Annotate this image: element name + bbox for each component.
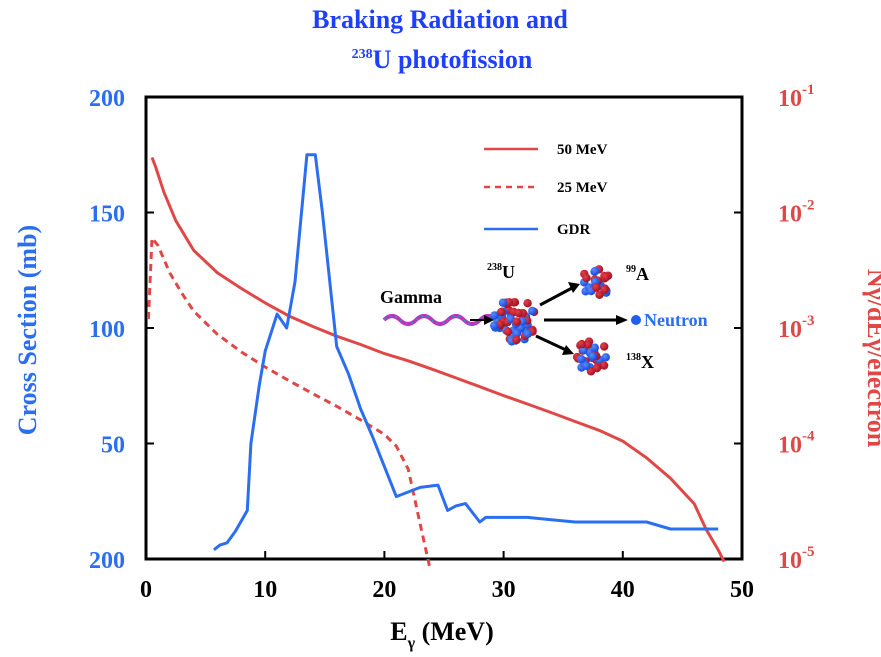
left-tick-label: 150: [89, 202, 125, 228]
right-tick-base: 10: [778, 86, 802, 112]
right-tick-base: 10: [778, 548, 802, 574]
left-tick-label: 200: [89, 86, 125, 112]
nucleon: [514, 308, 523, 318]
nucleon: [490, 321, 499, 330]
nucleon: [592, 364, 602, 373]
nucleon: [582, 273, 591, 283]
x-tick-label: 50: [730, 577, 754, 603]
nucleon: [523, 329, 532, 339]
nucleon: [512, 335, 521, 345]
gamma-wave-trace: [383, 315, 497, 325]
right-tick-base: 10: [778, 317, 802, 343]
right-tick-exp: -1: [802, 82, 815, 98]
photofission-illustration: Gamma 238U 99A Neutron 138X: [380, 262, 708, 376]
nucleon: [498, 298, 508, 307]
arrow-to-x: [535, 334, 567, 352]
nucleon: [512, 317, 521, 326]
left-axis-label: Cross Section (mb): [13, 225, 42, 435]
x-tick-label: 0: [140, 577, 152, 603]
nucleon: [588, 352, 598, 361]
arrow-to-neutron-head: [616, 315, 628, 325]
chart-title-line2: 238U photofission: [352, 45, 533, 74]
chart-title-sup: 238: [352, 47, 373, 62]
nucleon: [577, 339, 586, 349]
right-tick-base: 10: [778, 433, 802, 459]
neutron-icon: [631, 315, 641, 325]
series-line-25-mev: [146, 236, 432, 568]
arrow-to-a-head: [568, 282, 580, 293]
chart-title-rest: U photofission: [373, 45, 533, 74]
x-axis-label-main: E: [390, 617, 407, 646]
nucleon: [512, 329, 522, 338]
nucleon: [497, 307, 506, 317]
chart-title-line1: Braking Radiation and: [312, 5, 568, 34]
nucleon: [528, 306, 537, 316]
target-label-rest: U: [502, 262, 515, 282]
left-axis-ticks: 200 50 100 150 200: [89, 86, 154, 574]
nucleon: [577, 354, 586, 364]
right-tick-exp: -2: [802, 198, 815, 214]
gamma-arrow-head: [484, 315, 494, 325]
target-label: 238U: [487, 262, 515, 282]
nucleon: [600, 342, 609, 351]
nucleon: [504, 298, 514, 307]
right-tick-exp: -5: [802, 544, 815, 560]
nucleon: [590, 343, 599, 352]
nucleus-fragment-a: [580, 265, 613, 299]
nucleon: [490, 311, 499, 320]
nucleon: [600, 285, 609, 294]
x-tick-label: 40: [611, 577, 635, 603]
nucleus-u238: [490, 298, 539, 346]
x-axis-label-unit: (MeV): [415, 617, 494, 646]
x-tick-label: 20: [372, 577, 396, 603]
left-tick-label: 200: [89, 548, 125, 574]
right-tick-exp: -3: [802, 313, 815, 329]
left-tick-label: 50: [101, 433, 125, 459]
right-tick-label: 10-1: [778, 82, 815, 112]
target-label-sup: 238: [487, 262, 502, 273]
fragment-x-label: 138X: [626, 352, 654, 372]
gamma-label: Gamma: [380, 287, 442, 307]
x-axis-ticks: 0 10 20 30 40 50: [140, 551, 754, 603]
fragment-a-label: 99A: [626, 264, 649, 284]
x-tick-label: 30: [492, 577, 516, 603]
x-axis-label: Eγ (MeV): [390, 617, 494, 652]
x-tick-label: 10: [253, 577, 277, 603]
nucleon: [601, 273, 611, 282]
x-axis-label-sub: γ: [407, 635, 416, 652]
right-axis-ticks: 10-510-410-310-210-1: [734, 82, 815, 574]
legend: 50 MeV 25 MeV GDR: [484, 142, 608, 238]
legend-label-gdr: GDR: [557, 222, 591, 238]
nucleon: [599, 361, 609, 370]
fragment-x-sup: 138: [626, 352, 641, 363]
neutron-label: Neutron: [644, 310, 708, 330]
fragment-x-rest: X: [641, 352, 654, 372]
right-tick-base: 10: [778, 202, 802, 228]
legend-label-25mev: 25 MeV: [557, 180, 608, 196]
series-lines: [146, 153, 726, 568]
right-tick-exp: -4: [802, 429, 815, 445]
nucleon: [591, 266, 600, 276]
right-tick-label: 10-5: [778, 544, 815, 574]
right-axis-label: Nγ/dEγ/electron: [862, 269, 881, 448]
nucleon: [582, 361, 591, 371]
right-tick-label: 10-3: [778, 313, 815, 343]
right-tick-label: 10-4: [778, 429, 815, 459]
fragment-a-sup: 99: [626, 264, 636, 275]
series-line-50-mev: [150, 156, 726, 563]
fragment-a-rest: A: [636, 264, 649, 284]
nucleon: [523, 299, 532, 308]
arrow-to-x-head: [562, 345, 574, 355]
left-tick-label: 100: [89, 317, 125, 343]
legend-label-50mev: 50 MeV: [557, 142, 608, 158]
nucleon: [503, 327, 513, 336]
nucleon: [592, 283, 601, 292]
series-line-gdr: [212, 153, 719, 551]
nucleon: [601, 353, 610, 362]
right-tick-label: 10-2: [778, 198, 815, 228]
arrow-to-a: [539, 286, 573, 307]
nucleus-fragment-x: [572, 337, 610, 376]
